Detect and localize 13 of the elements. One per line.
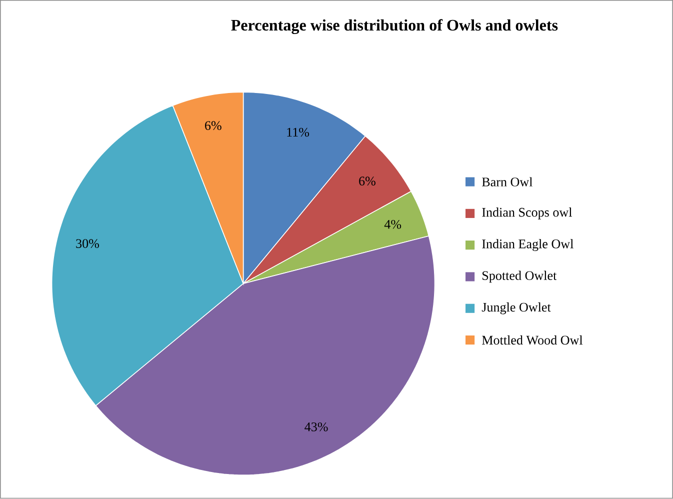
data-label: 30% (76, 239, 100, 248)
chart-title: Percentage wise distribution of Owls and owlets (231, 19, 558, 34)
data-label: 6% (359, 176, 376, 186)
legend-label: Mottled Wood Owl (482, 336, 583, 345)
data-label: 4% (384, 220, 402, 229)
legend-label: Barn Owl (482, 177, 532, 187)
data-label: 11% (287, 128, 310, 137)
data-label: 43% (304, 422, 328, 432)
legend-label: Spotted Owlet (482, 270, 557, 283)
legend-label: Jungle Owlet (482, 302, 551, 314)
legend-label: Indian Eagle Owl (482, 239, 574, 252)
data-label: 6% (205, 121, 222, 130)
legend-label: Indian Scops owl (482, 208, 572, 220)
